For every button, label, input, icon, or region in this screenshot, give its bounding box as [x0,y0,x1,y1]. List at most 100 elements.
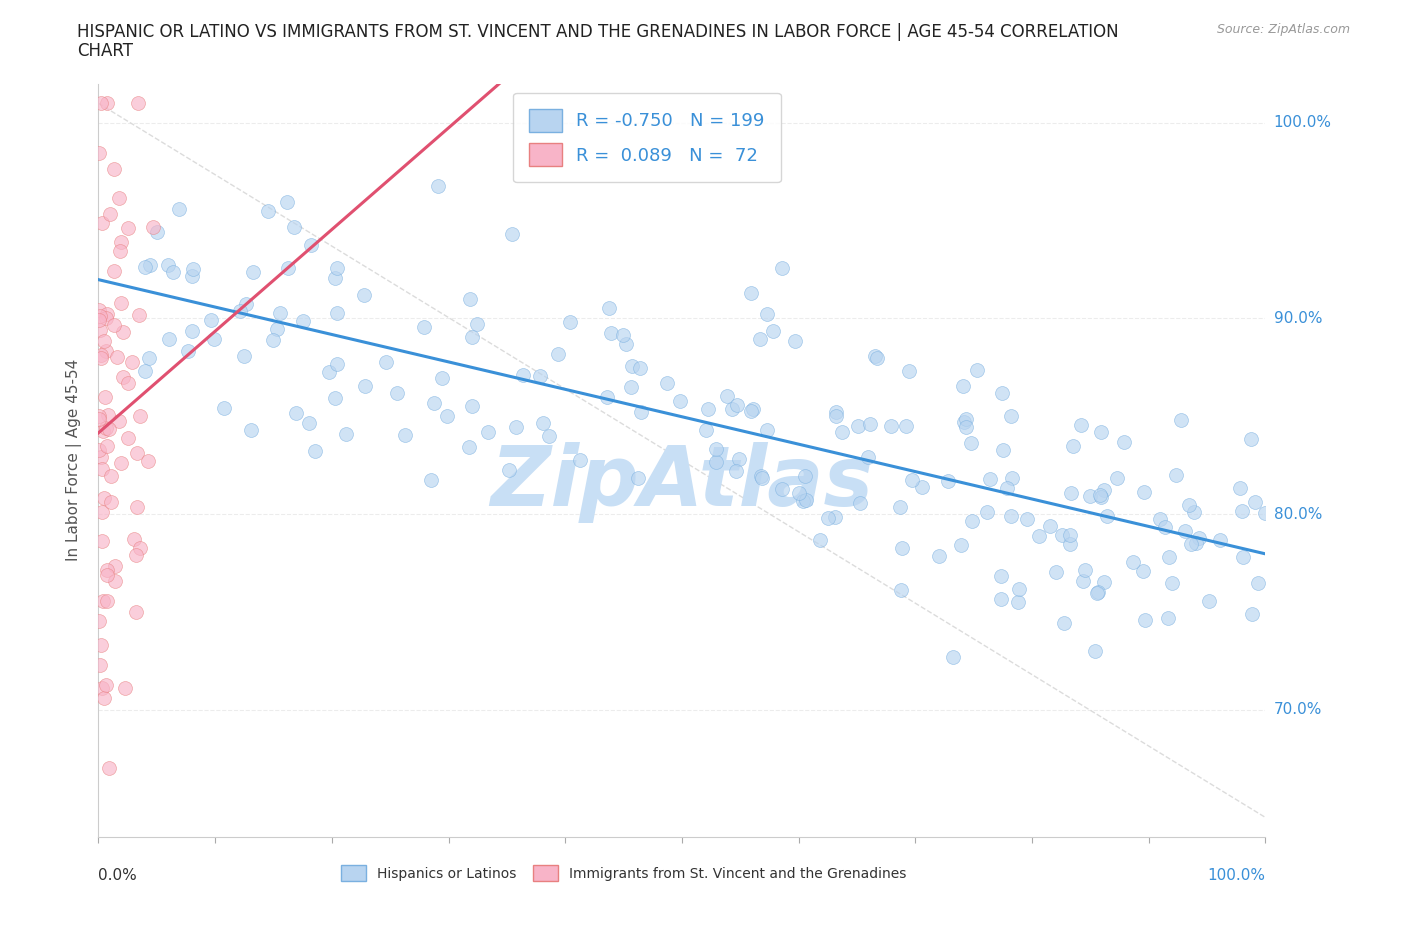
Point [808,532,831,547]
Point [204,331,226,346]
Point [100,495,122,510]
Point [796,493,818,508]
Point [304,444,326,458]
Point [896,418,918,433]
Point [960,435,983,450]
Point [1000,509,1022,524]
Point [863,349,886,364]
Point [1188,531,1211,546]
Point [741,402,763,417]
Point [960,513,983,528]
Point [936,474,959,489]
Point [96,593,118,608]
Point [751,471,773,485]
Point [817,511,839,525]
Point [568,453,591,468]
Point [1001,471,1024,485]
Point [630,405,652,419]
Point [96,307,118,322]
Point [117,220,139,235]
Point [276,194,298,209]
Point [501,227,523,242]
Point [598,301,620,316]
Point [1157,550,1180,565]
Point [413,319,436,334]
Point [134,364,156,379]
Point [1178,498,1201,512]
Text: 90.0%: 90.0% [1274,311,1322,326]
Point [1000,408,1022,423]
Point [866,351,889,365]
Point [90,96,112,111]
Point [335,427,357,442]
Point [96,678,118,693]
Point [96,96,118,111]
Point [725,397,748,412]
Point [93,691,115,706]
Point [89,312,111,327]
Point [1087,584,1109,599]
Point [716,388,738,403]
Point [107,414,129,429]
Point [1182,505,1205,520]
Point [353,287,375,302]
Point [498,462,520,477]
Point [436,409,458,424]
Point [749,468,772,483]
Point [1164,467,1187,482]
Point [96,420,118,435]
Point [1240,606,1263,621]
Point [90,351,112,365]
Point [955,411,977,426]
Point [952,379,974,393]
Point [1059,527,1081,542]
Point [103,162,125,177]
Text: CHART: CHART [77,42,134,60]
Point [824,510,846,525]
Point [90,449,112,464]
Point [181,324,204,339]
Point [900,472,922,487]
Point [953,414,976,429]
Point [558,315,581,330]
Point [127,96,149,111]
Point [98,761,121,776]
Text: 100.0%: 100.0% [1274,115,1331,130]
Point [794,469,817,484]
Point [1070,418,1092,432]
Point [159,331,181,346]
Point [1157,610,1180,625]
Point [91,534,114,549]
Point [283,219,305,234]
Point [966,363,988,378]
Point [177,343,200,358]
Point [240,423,263,438]
Point [756,422,779,437]
Point [1253,505,1275,520]
Point [256,204,278,219]
Point [98,207,121,222]
Point [323,391,346,405]
Point [1133,485,1156,499]
Point [318,364,340,379]
Point [720,401,742,416]
Point [121,355,143,370]
Point [277,260,299,275]
Point [266,322,288,337]
Point [394,428,416,443]
Point [117,376,139,391]
Point [898,364,921,379]
Text: 100.0%: 100.0% [1208,868,1265,883]
Point [512,367,534,382]
Point [134,259,156,274]
Point [756,307,779,322]
Point [628,360,651,375]
Point [942,650,965,665]
Point [104,574,127,589]
Point [87,412,110,427]
Point [1247,576,1270,591]
Point [461,329,484,344]
Point [1092,575,1115,590]
Point [1198,594,1220,609]
Point [125,604,148,619]
